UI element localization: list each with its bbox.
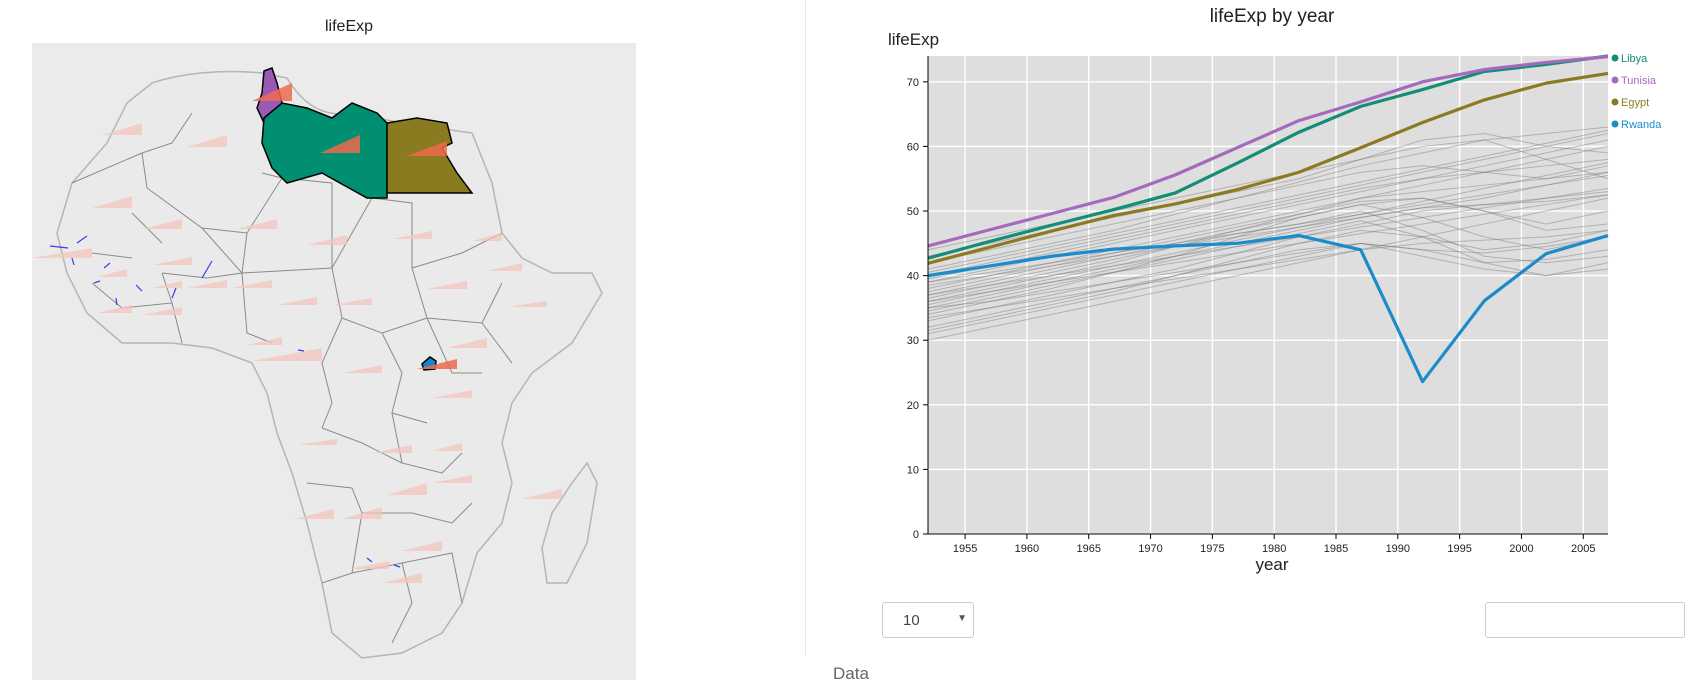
legend-label-libya[interactable]: Libya: [1621, 53, 1648, 65]
y-tick-label: 30: [907, 335, 919, 347]
background-series-line: [927, 171, 1609, 290]
libya-sparkline: [320, 135, 360, 153]
chart-panel: lifeExp by year lifeExp year 0 10 20 30 40 50…: [806, 0, 1686, 695]
x-tick-label: 1975: [1200, 543, 1224, 555]
background-series-line: [927, 242, 1609, 332]
x-tick-label: 1990: [1386, 543, 1410, 555]
x-tick-label: 1995: [1447, 543, 1471, 555]
series-line-libya[interactable]: [927, 54, 1609, 260]
highlight-sparklines: [252, 83, 457, 369]
y-tick-label: 60: [907, 141, 919, 153]
background-series-line: [927, 229, 1609, 328]
x-tick-label: 1980: [1262, 543, 1286, 555]
page-size-select[interactable]: 10 ▼: [882, 602, 974, 638]
x-tick-label: 2000: [1509, 543, 1533, 555]
background-series-line: [927, 191, 1609, 322]
chart-title: lifeExp by year: [1210, 6, 1335, 27]
y-tick-label: 70: [907, 77, 919, 89]
legend-label-egypt[interactable]: Egypt: [1621, 97, 1649, 109]
legend-label-tunisia[interactable]: Tunisia: [1621, 75, 1657, 87]
legend-marker-tunisia: [1611, 76, 1619, 84]
background-sparklines: [32, 123, 562, 583]
x-axis-label: year: [1255, 555, 1288, 574]
x-tick-label: 2005: [1571, 543, 1595, 555]
background-series-line: [927, 175, 1609, 283]
background-series-line: [927, 242, 1609, 335]
madagascar-outline: [541, 461, 598, 584]
y-axis-label: lifeExp: [888, 30, 939, 49]
background-series-line: [927, 210, 1609, 299]
background-series-line: [927, 158, 1609, 280]
x-tick-label: 1965: [1076, 543, 1100, 555]
background-series-line: [927, 187, 1609, 296]
chevron-down-icon: ▼: [957, 613, 967, 624]
tunisia-sparkline: [252, 83, 292, 101]
background-series-line: [927, 139, 1609, 251]
y-tick-label: 0: [913, 529, 919, 541]
background-series-line: [927, 129, 1609, 273]
y-tick-label: 50: [907, 206, 919, 218]
series-line-tunisia[interactable]: [927, 55, 1609, 248]
legend-marker-rwanda: [1611, 120, 1619, 128]
page-size-value: 10: [903, 612, 920, 629]
map-title: lifeExp: [324, 18, 374, 35]
series-line-rwanda[interactable]: [927, 233, 1609, 384]
small-country-markers: [49, 235, 401, 568]
background-series-line: [927, 194, 1609, 286]
y-tick-label: 10: [907, 464, 919, 476]
rwanda-sparkline: [417, 359, 457, 369]
background-series-line: [927, 197, 1609, 341]
series-line-egypt[interactable]: [927, 71, 1609, 265]
africa-map[interactable]: [32, 43, 636, 680]
egypt-sparkline: [407, 141, 447, 156]
background-series-line: [927, 194, 1609, 302]
x-tick-label: 1960: [1015, 543, 1039, 555]
axes: 0 10 20 30 40 50 60 70 1955 1960 1965 1970 1975 1980 1…: [907, 56, 1608, 555]
background-series-line: [927, 126, 1609, 270]
legend-marker-libya: [1611, 54, 1619, 62]
x-tick-label: 1970: [1138, 543, 1162, 555]
x-tick-label: 1985: [1324, 543, 1348, 555]
panel-divider: [805, 0, 806, 655]
africa-outline: [56, 70, 603, 659]
x-tick-label: 1955: [953, 543, 977, 555]
lifeexp-line-chart[interactable]: lifeExp by year lifeExp year 0 10 20 30 40 50…: [806, 0, 1686, 595]
background-series-line: [927, 171, 1609, 309]
background-series-line: [927, 162, 1609, 306]
background-series-line: [927, 229, 1609, 319]
legend-label-rwanda[interactable]: Rwanda: [1621, 119, 1662, 131]
background-series-line: [927, 197, 1609, 293]
y-tick-label: 20: [907, 400, 919, 412]
background-series-line: [927, 197, 1609, 315]
background-series-line: [927, 145, 1609, 302]
map-panel: lifeExp: [0, 0, 805, 695]
legend-marker-egypt: [1611, 98, 1619, 106]
search-input[interactable]: [1485, 602, 1685, 638]
background-series-line: [927, 236, 1609, 309]
legend: Libya Tunisia Egypt Rwanda: [1611, 53, 1662, 131]
y-tick-label: 40: [907, 271, 919, 283]
background-series-line: [927, 204, 1609, 296]
background-series-line: [927, 133, 1609, 277]
series-lines: [927, 54, 1609, 384]
background-series-line: [927, 165, 1609, 264]
data-section-label: Data: [833, 664, 869, 683]
